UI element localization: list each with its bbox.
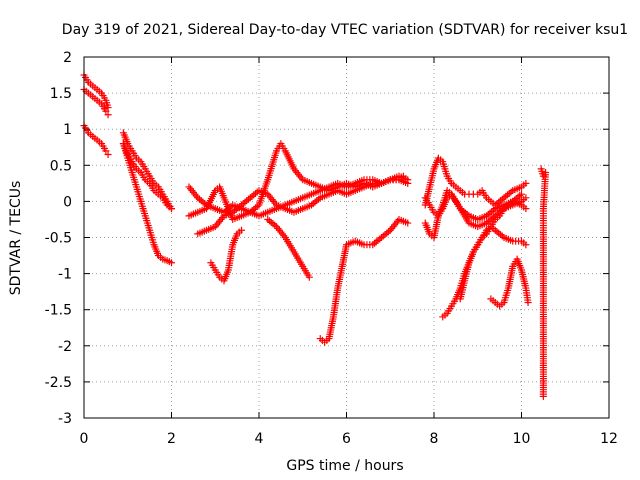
data-point	[102, 107, 110, 115]
series-arc-18	[487, 255, 532, 310]
y-tick-label: 0.5	[50, 158, 72, 174]
y-tick-label: -1.5	[45, 303, 72, 319]
x-tick-label: 0	[80, 431, 89, 447]
series-arc-3	[80, 122, 112, 158]
y-tick-label: 0	[63, 194, 72, 210]
data-point	[238, 226, 245, 234]
series-arc-9	[194, 172, 407, 238]
series-arc-4	[119, 129, 175, 213]
data-point	[104, 111, 112, 119]
chart-title: Day 319 of 2021, Sidereal Day-to-day VTE…	[62, 22, 628, 38]
data-point	[522, 241, 530, 249]
series-arc-17	[456, 223, 530, 303]
series-arc-13	[421, 154, 530, 209]
series-arc-1	[80, 71, 112, 112]
x-tick-label: 10	[513, 431, 531, 447]
data-point	[404, 176, 412, 184]
data-point	[104, 104, 112, 112]
data-point	[168, 205, 175, 213]
series-arc-8	[185, 172, 412, 223]
y-tick-label: 1	[63, 122, 72, 138]
data-point	[168, 259, 175, 267]
series-arc-11	[264, 215, 313, 281]
y-tick-labels: 2 1.5 1 0.5 0 -0.5 -1 -1.5 -2 -2.5 -3	[45, 50, 72, 427]
data-point	[305, 273, 313, 281]
y-tick-label: -2.5	[45, 375, 72, 391]
x-tick-label: 12	[600, 431, 618, 447]
data-point	[524, 298, 532, 306]
series-arc-12	[316, 215, 412, 346]
data-point	[399, 172, 407, 180]
data-point	[518, 190, 525, 198]
series-arc-15	[421, 190, 530, 223]
data-points	[80, 71, 550, 400]
y-tick-label: 1.5	[50, 86, 72, 102]
data-point	[522, 205, 530, 213]
data-point	[404, 219, 412, 227]
data-point	[539, 392, 547, 400]
grid	[84, 57, 609, 418]
y-tick-label: -1	[58, 267, 72, 283]
data-point	[104, 150, 112, 158]
series-arc-16	[439, 190, 525, 321]
y-tick-label: 2	[63, 50, 72, 66]
series-arc-6	[119, 140, 175, 267]
x-tick-label: 8	[430, 431, 439, 447]
series-arc-19	[537, 165, 550, 400]
y-axis-label: SDTVAR / TECUs	[8, 181, 24, 296]
x-axis-label: GPS time / hours	[286, 458, 403, 474]
data-point	[102, 147, 110, 155]
x-tick-label: 6	[342, 431, 351, 447]
y-tick-label: -0.5	[45, 231, 72, 247]
y-tick-label: -2	[58, 339, 72, 355]
series-arc-7	[185, 140, 412, 216]
data-point	[522, 179, 530, 187]
series-arc-10	[207, 226, 245, 285]
x-tick-label: 4	[255, 431, 264, 447]
data-point	[522, 194, 530, 202]
y-tick-label: -3	[58, 411, 72, 427]
plot-frame	[83, 56, 610, 419]
x-tick-labels: 0 2 4 6 8 10 12	[80, 431, 618, 447]
x-tick-label: 2	[167, 431, 176, 447]
